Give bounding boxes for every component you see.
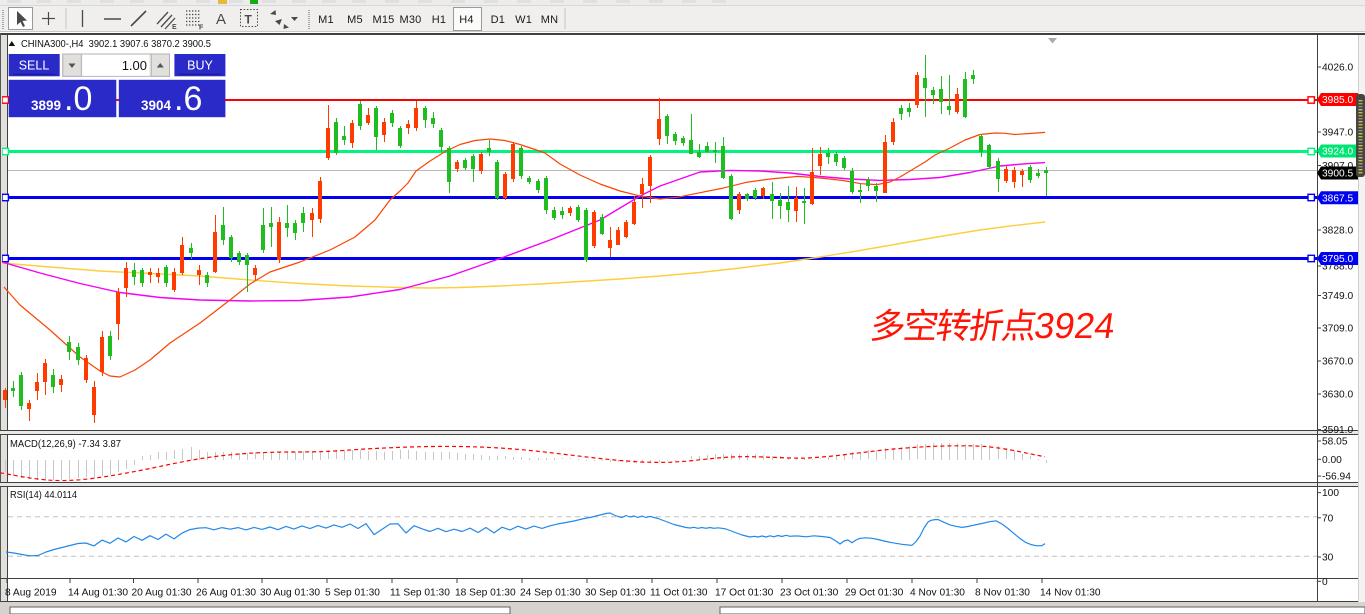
svg-text:3749.0: 3749.0 [1322,291,1353,302]
svg-text:3904: 3904 [141,98,172,113]
svg-text:14 Aug 01:30: 14 Aug 01:30 [68,588,128,599]
svg-text:3709.0: 3709.0 [1322,324,1353,335]
svg-text:M15: M15 [373,14,395,26]
svg-text:E: E [172,24,177,31]
svg-text:3630.0: 3630.0 [1322,390,1353,401]
svg-text:18 Sep 01:30: 18 Sep 01:30 [455,588,516,599]
svg-text:D1: D1 [491,14,505,26]
svg-text:1.00: 1.00 [122,58,147,73]
svg-text:RSI(14) 44.0114: RSI(14) 44.0114 [10,490,77,501]
svg-text:30 Sep 01:30: 30 Sep 01:30 [585,588,646,599]
svg-text:29 Oct 01:30: 29 Oct 01:30 [845,588,904,599]
svg-text:M1: M1 [318,14,334,26]
svg-text:BUY: BUY [187,59,213,73]
svg-text:CHINA300-,H4 3902.1 3907.6 38: CHINA300-,H4 3902.1 3907.6 3870.2 3900.5 [21,39,211,50]
svg-text:30 Aug 01:30: 30 Aug 01:30 [260,588,320,599]
svg-text:3924.0: 3924.0 [1322,147,1353,158]
svg-text:M5: M5 [347,14,363,26]
svg-text:3867.5: 3867.5 [1322,193,1353,204]
svg-text:F: F [199,25,204,32]
svg-text:-56.94: -56.94 [1322,472,1351,483]
svg-text:5 Sep 01:30: 5 Sep 01:30 [325,588,380,599]
svg-text:8 Aug 2019: 8 Aug 2019 [5,588,57,599]
svg-text:H4: H4 [459,14,473,26]
svg-text:17 Oct 01:30: 17 Oct 01:30 [715,588,774,599]
svg-text:100: 100 [1322,488,1339,499]
svg-text:H1: H1 [432,14,446,26]
svg-text:3828.0: 3828.0 [1322,226,1353,237]
svg-text:11 Oct 01:30: 11 Oct 01:30 [650,588,708,599]
svg-text:3924: 3924 [1032,305,1118,346]
svg-text:4026.0: 4026.0 [1322,63,1353,74]
svg-text:MACD(12,26,9) -7.34 3.87: MACD(12,26,9) -7.34 3.87 [10,439,121,450]
svg-text:0: 0 [1322,577,1328,588]
svg-text:11 Sep 01:30: 11 Sep 01:30 [390,588,450,599]
svg-text:70: 70 [1322,513,1334,524]
svg-text:24 Sep 01:30: 24 Sep 01:30 [520,588,581,599]
svg-text:SELL: SELL [19,59,50,73]
svg-text:0.00: 0.00 [1322,455,1342,466]
svg-text:A: A [216,11,226,28]
svg-text:3899: 3899 [31,98,61,113]
svg-text:T: T [245,13,253,27]
svg-text:3788.0: 3788.0 [1322,262,1353,273]
svg-text:14 Nov 01:30: 14 Nov 01:30 [1040,588,1101,599]
svg-text:20 Aug 01:30: 20 Aug 01:30 [132,588,192,599]
svg-text:58.05: 58.05 [1322,437,1348,448]
svg-text:3947.0: 3947.0 [1322,128,1353,139]
svg-text:W1: W1 [515,14,532,26]
svg-text:.6: .6 [174,80,202,118]
svg-text:3670.0: 3670.0 [1322,357,1353,368]
svg-text:26 Aug 01:30: 26 Aug 01:30 [196,588,256,599]
svg-text:4 Nov 01:30: 4 Nov 01:30 [910,588,965,599]
svg-text:3985.0: 3985.0 [1322,95,1353,106]
svg-text:3795.0: 3795.0 [1322,254,1353,265]
svg-text:MN: MN [541,14,559,26]
svg-text:23 Oct 01:30: 23 Oct 01:30 [780,588,839,599]
svg-text:3591.0: 3591.0 [1322,425,1353,436]
svg-text:8 Nov 01:30: 8 Nov 01:30 [975,588,1030,599]
svg-text:3900.5: 3900.5 [1322,169,1353,180]
svg-text:30: 30 [1322,553,1334,564]
svg-text:.0: .0 [64,80,92,118]
svg-text:M30: M30 [400,14,422,26]
